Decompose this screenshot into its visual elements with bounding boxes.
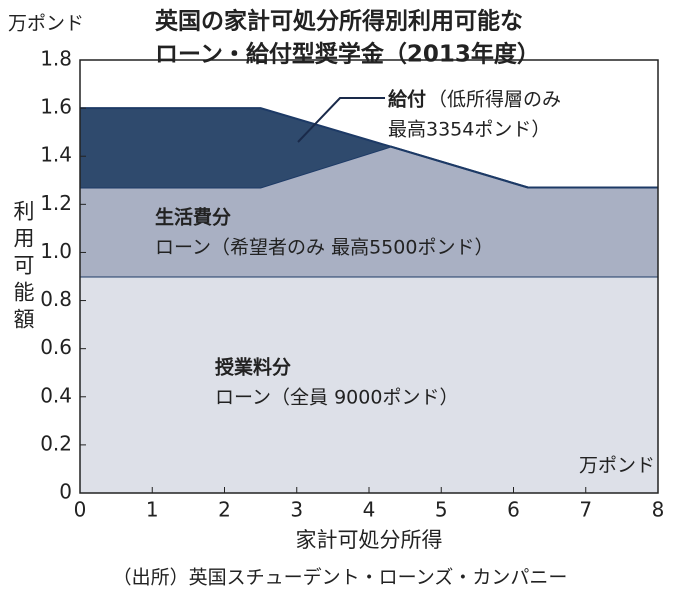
y-tick-label: 0.6 xyxy=(40,335,72,359)
chart-title: ローン・給付型奨学金（2013年度） xyxy=(155,41,540,68)
y-tick-label: 0.2 xyxy=(40,431,72,455)
area-edge xyxy=(80,107,658,189)
y-tick-label: 1.4 xyxy=(40,143,72,167)
y-tick-label: 1.2 xyxy=(40,191,72,215)
x-tick-label: 1 xyxy=(146,498,159,522)
area xyxy=(80,146,658,277)
series-label: 生活費分 xyxy=(155,206,231,229)
y-tick-label: 1.8 xyxy=(40,47,72,71)
x-tick-label: 2 xyxy=(218,498,231,522)
y-tick-label: 0 xyxy=(59,480,72,504)
annotation: （低所得層のみ xyxy=(428,89,561,111)
annotation: ローン（希望者のみ 最高5500ポンド） xyxy=(155,237,493,259)
y-tick-label: 1.0 xyxy=(40,239,72,263)
series-label: 授業料分 xyxy=(215,356,291,379)
y-unit: 万ポンド xyxy=(8,13,84,35)
x-unit: 万ポンド xyxy=(579,455,655,477)
source: （出所）英国スチューデント・ローンズ・カンパニー xyxy=(113,567,568,589)
area xyxy=(80,276,658,493)
x-tick-label: 3 xyxy=(290,498,303,522)
y-tick-label: 0.8 xyxy=(40,287,72,311)
x-tick-label: 8 xyxy=(652,498,665,522)
x-tick-label: 6 xyxy=(507,498,520,522)
y-tick-label: 1.6 xyxy=(40,95,72,119)
y-axis-label: 利用可能額 xyxy=(11,200,35,335)
leader-line xyxy=(297,97,385,143)
annotation: 最高3354ポンド） xyxy=(388,119,550,141)
y-tick-label: 0.4 xyxy=(40,383,72,407)
x-tick-label: 0 xyxy=(74,498,87,522)
x-tick-label: 4 xyxy=(363,498,376,522)
area xyxy=(80,108,658,188)
x-tick-label: 5 xyxy=(435,498,448,522)
chart-title: 英国の家計可処分所得別利用可能な xyxy=(155,8,523,35)
series-label: 給付 xyxy=(388,88,426,111)
x-tick-label: 7 xyxy=(579,498,592,522)
x-axis-label: 家計可処分所得 xyxy=(296,528,443,552)
annotation: ローン（全員 9000ポンド） xyxy=(215,387,458,409)
